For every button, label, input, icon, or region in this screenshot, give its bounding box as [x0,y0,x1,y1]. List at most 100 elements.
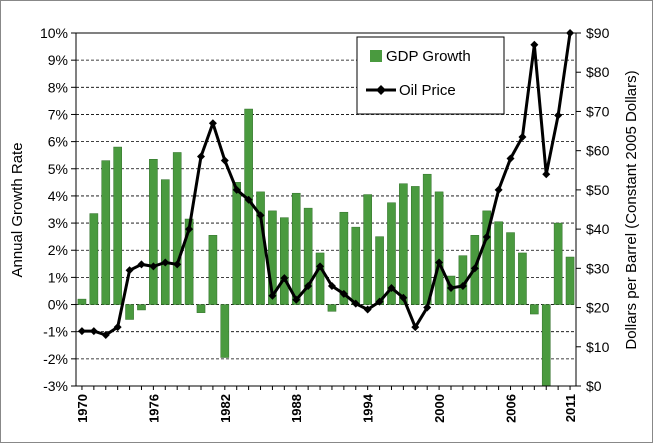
oil-price-point [423,303,432,312]
gdp-bar [363,194,372,305]
oil-price-point [399,293,408,302]
oil-price-point [89,327,98,336]
oil-price-point [304,281,313,290]
oil-price-point [173,260,182,269]
oil-price-point [566,29,575,37]
gdp-bar [184,218,194,305]
oil-price-point [482,232,491,241]
oil-price-point [280,274,289,283]
oil-price-point [113,323,122,332]
left-tick-label: 10% [40,25,68,41]
right-tick-label: $10 [586,339,610,355]
right-tick-label: $50 [586,182,610,198]
gdp-bar [303,207,313,305]
gdp-bar [172,152,182,305]
left-axis: -3% -2% -1% 0% 1% 2% 3% 4% 5% 6% 7% 8% 9% 10% [40,25,76,394]
legend-oil-label: Oil Price [399,82,456,99]
right-axis: $0 $10 $20 $30 $40 $50 $60 $70 $80 $90 [576,25,610,394]
oil-price-point [244,195,253,204]
right-tick-label: $30 [586,260,610,276]
x-axis: 1970 1976 1982 1988 1994 2000 2006 2011 [75,386,578,423]
oil-price-point [327,281,336,290]
right-axis-title: Dollars per Barrel (Constant 2005 Dollar… [623,70,640,349]
gdp-bar [208,235,218,305]
oil-price-point [292,295,301,304]
gdp-bar [387,202,396,305]
gdp-bar [89,213,99,305]
oil-price-point [208,119,217,128]
legend: GDP Growth Oil Price [356,36,505,115]
left-tick-label: 3% [48,215,68,231]
oil-price-point [411,323,420,332]
left-tick-label: 9% [48,52,68,68]
oil-price-point [387,283,396,292]
oil-price-point [125,266,134,275]
oil-price-point [554,111,563,120]
gdp-bar [541,304,551,387]
gdp-bar [113,146,122,305]
gdp-bar [220,304,230,358]
oil-price-point [506,154,515,163]
oil-price-point [375,297,384,306]
gdp-bar [351,226,361,305]
oil-price-point [161,258,170,267]
oil-price-point [137,260,146,269]
gdp-bar [506,232,515,305]
gdp-bar [530,304,539,315]
left-tick-label: -2% [43,351,68,367]
left-tick-label: 4% [48,188,68,204]
oil-price-point [220,156,229,165]
gdp-bar [101,160,111,305]
oil-price-point [458,281,467,290]
gdp-bar [232,182,242,305]
oil-price-point [77,327,86,336]
oil-price-point [197,152,205,161]
plot-area-frame [75,32,577,387]
oil-price-point [435,258,444,267]
gdp-bar [399,183,408,305]
left-tick-label: 0% [48,297,68,313]
oil-price-point [351,299,360,308]
gdp-bar [160,179,170,305]
gdp-bar [149,159,158,305]
gdp-bar [268,210,277,305]
gdp-bar [256,191,265,305]
oil-price-point [339,289,348,298]
right-tick-label: $0 [586,378,602,394]
oil-price-point [447,283,455,292]
legend-oil-marker [376,85,386,95]
x-tick-label: 1994 [361,393,376,423]
left-tick-label: -1% [43,324,68,340]
right-tick-label: $80 [586,64,610,80]
left-tick-label: 8% [48,79,68,95]
left-tick-label: 7% [48,106,68,122]
oil-price-point [542,170,551,179]
gdp-bar [280,217,289,305]
legend-gdp-swatch [370,50,382,62]
right-tick-label: $90 [586,25,610,41]
oil-price-point [256,211,265,220]
x-tick-label: 2006 [504,394,519,423]
left-tick-label: 1% [48,269,68,285]
legend-gdp-label: GDP Growth [386,48,471,65]
oil-price-point [268,291,277,300]
left-tick-label: 2% [48,242,68,258]
x-tick-label: 1970 [75,394,90,423]
x-tick-label: 1982 [218,394,233,423]
oil-price-point [494,185,503,194]
gdp-bar [315,252,325,305]
gdp-bar [565,256,575,305]
oil-price-point [149,262,158,271]
gdp-bar [434,191,444,305]
x-tick-label: 1988 [289,394,304,423]
left-tick-label: 5% [48,161,68,177]
gdp-bar [125,304,134,320]
x-tick-label: 2011 [563,394,578,422]
x-tick-label: 2000 [432,394,447,423]
oil-price-point [316,262,325,271]
x-tick-label: 1976 [146,394,161,423]
right-tick-label: $20 [586,300,610,316]
gdp-bar [339,211,349,305]
